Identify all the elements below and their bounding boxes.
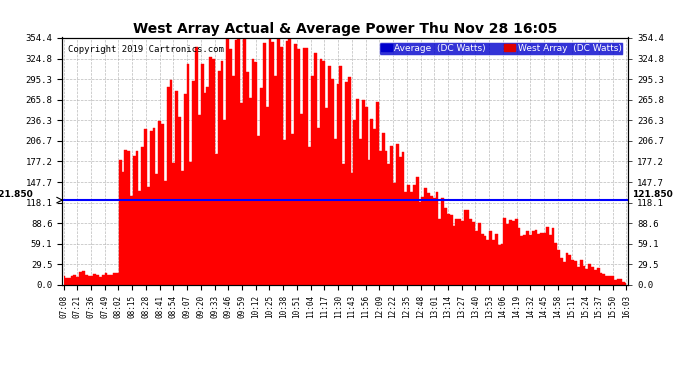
Text: Copyright 2019 Cartronics.com: Copyright 2019 Cartronics.com (68, 45, 224, 54)
Text: 121.850: 121.850 (632, 190, 673, 199)
Legend: Average  (DC Watts), West Array  (DC Watts): Average (DC Watts), West Array (DC Watts… (379, 42, 623, 55)
Title: West Array Actual & Average Power Thu Nov 28 16:05: West Array Actual & Average Power Thu No… (132, 22, 558, 36)
Text: 121.850: 121.850 (0, 190, 33, 199)
